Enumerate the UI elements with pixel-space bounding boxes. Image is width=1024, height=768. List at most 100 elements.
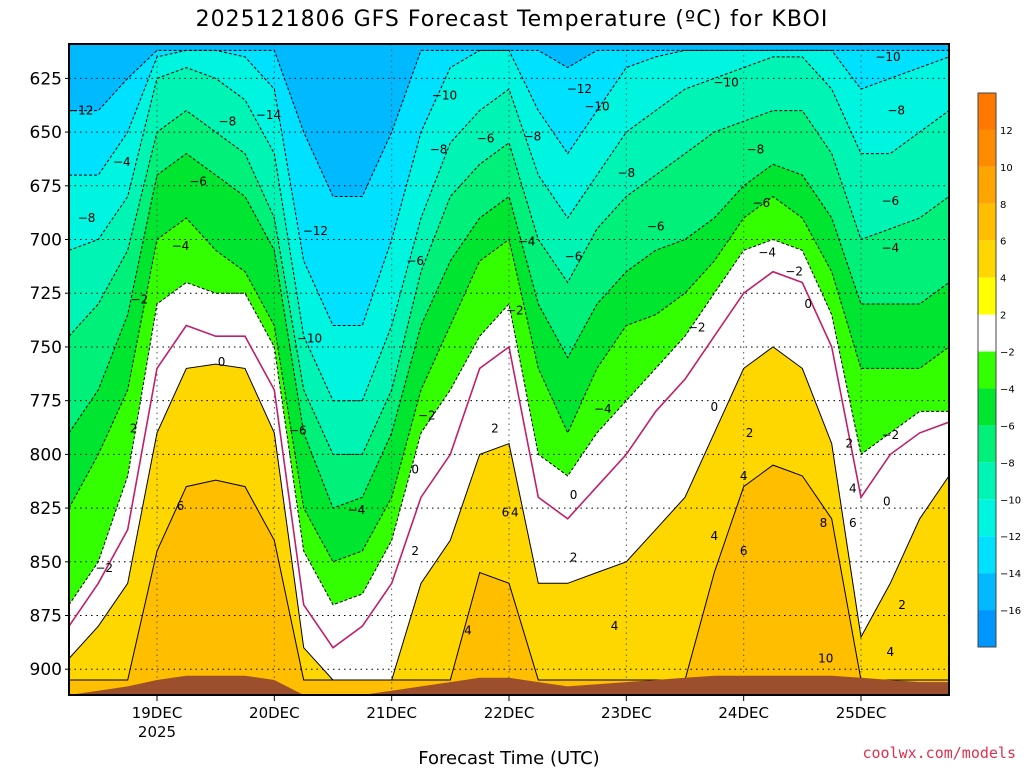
colorbar-band [978,499,996,537]
contour-label: 4 [711,529,719,543]
isotherm-2 [69,346,949,681]
colorbar-tick-label: −6 [1000,421,1015,432]
contour-label: 6 [502,505,510,519]
colorbar-band [978,203,996,241]
x-tick-label: 20DEC [249,704,300,722]
contour-label: −12 [68,104,93,118]
contour-label: 4 [464,624,472,638]
contour-label: 2 [130,422,138,436]
isotherm-0 [69,270,949,649]
contour-label: −6 [189,175,207,189]
contour-label: −4 [348,503,366,517]
contour-label: −4 [172,239,190,253]
colorbar-band [978,166,996,204]
colorbar-band [978,93,996,130]
plot-area: −12 −8 −4 −6 −8 −14 −4 −2 0 2 6 −2 −12 −10 −6 −4 −10 −8 −6… [68,44,949,695]
band-below--12 [69,44,949,326]
contour-label: −4 [113,155,131,169]
y-tick-label: 675 [30,177,62,197]
contour-label: −8 [617,166,635,180]
y-tick-label: 900 [30,660,62,680]
colorbar-tick-label: 12 [1000,126,1013,137]
colorbar-tick-label: −8 [1000,458,1015,469]
colorbar-band [978,425,996,463]
y-tick-label: 850 [30,553,62,573]
contour-label: 4 [887,645,895,659]
contour-label: −6 [477,132,495,146]
isotherm--6 [69,152,949,509]
colorbar-tick-label: 2 [1000,311,1006,322]
contour-label: −10 [297,331,322,345]
contour-label: 10 [818,651,833,665]
temperature-fill-layer [69,44,949,695]
colorbar-band [978,536,996,574]
colorbar-tick-label: −2 [1000,348,1015,359]
isotherm--2 [69,238,949,606]
contour-label: 0 [711,400,719,414]
x-tick-label: 25DEC [836,704,887,722]
contour-label: 0 [883,495,891,509]
x-axis-title: Forecast Time (UTC) [418,748,599,768]
y-tick-label: 725 [30,284,62,304]
contour-label: −2 [95,561,113,575]
terrain-ground [69,675,949,695]
colorbar-band [978,573,996,611]
x-tick-sublabel: 2025 [138,723,176,741]
y-tick-label: 875 [30,607,62,627]
contour-label: 2 [411,544,419,558]
colorbar-tick-label: 8 [1000,200,1006,211]
y-axis: 625 650 675 700 725 750 775 800 825 850 875 900 [30,69,69,680]
colorbar-tick-label: −14 [1000,569,1021,580]
colorbar-tick-label: −4 [1000,384,1015,395]
contour-label: −6 [565,250,583,264]
contour-label: 6 [177,499,185,513]
band-below--14 [69,44,949,197]
contour-label: −8 [430,142,448,156]
contour-label: −8 [78,211,96,225]
y-tick-label: 650 [30,123,62,143]
contour-label: 0 [804,297,812,311]
y-tick-label: 625 [30,69,62,89]
y-tick-label: 775 [30,392,62,412]
colorbar: 12 10 8 6 4 2 −2 −4 −6 −8 −10 −12 −14 −16 [977,92,1021,648]
colorbar-band [978,277,996,315]
contour-label: 2 [491,422,499,436]
x-tick-label: 21DEC [366,704,417,722]
contour-label: −2 [785,265,803,279]
contour-label: 4 [611,619,619,633]
contour-label: 4 [849,482,857,496]
colorbar-band [978,462,996,500]
y-tick-label: 750 [30,338,62,358]
isotherm--14 [69,49,949,197]
contour-label: 2 [845,437,853,451]
isotherm--4 [69,195,949,563]
contour-label: −10 [432,89,457,103]
contour-label: 6 [849,516,857,530]
colorbar-tick-label: −16 [1000,606,1021,617]
contour-label: −10 [584,99,609,113]
contour-label: 0 [218,355,226,369]
credit-link[interactable]: coolwx.com/models [862,744,1016,762]
colorbar-band [978,610,996,647]
contour-label: 2 [898,598,906,612]
contour-label-layer: −12 −8 −4 −6 −8 −14 −4 −2 0 2 6 −2 −12 −10 −6 −4 −10 −8 −6… [68,50,906,666]
colorbar-tick-label: 6 [1000,237,1006,248]
contour-label: −12 [303,224,328,238]
contour-label: −6 [647,220,665,234]
contour-label: −4 [758,245,776,259]
isotherm--10 [69,56,949,402]
contour-label: −8 [219,114,237,128]
contour-label: −6 [289,424,307,438]
contour-label: 4 [511,505,519,519]
contour-label: −6 [752,196,770,210]
x-tick-label: 19DEC [132,704,183,722]
contour-label: −14 [256,108,281,122]
colorbar-tick-label: 4 [1000,274,1006,285]
y-tick-label: 800 [30,445,62,465]
contour-label: −8 [524,129,542,143]
colorbar-band [978,129,996,167]
colorbar-frame [977,92,997,648]
colorbar-band [978,351,996,389]
